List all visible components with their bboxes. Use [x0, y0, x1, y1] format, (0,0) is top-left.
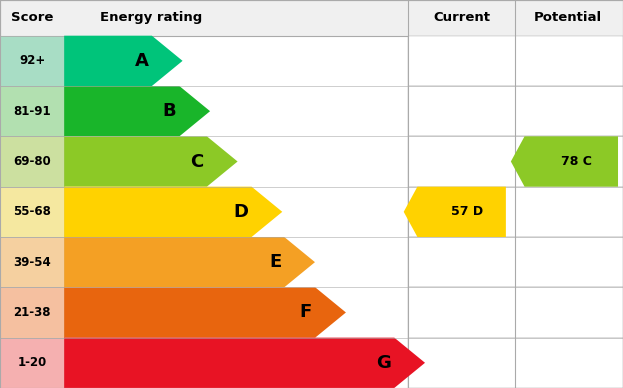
Bar [408, 187, 623, 237]
Polygon shape [64, 86, 210, 136]
Text: 92+: 92+ [19, 54, 45, 68]
Bar [0, 136, 64, 187]
Text: B: B [163, 102, 176, 120]
Bar [408, 338, 623, 388]
Polygon shape [64, 287, 346, 338]
Polygon shape [64, 136, 237, 187]
Bar [408, 136, 623, 187]
Text: 1-20: 1-20 [17, 356, 47, 369]
Text: Score: Score [11, 11, 54, 24]
Polygon shape [404, 187, 506, 237]
Text: Current: Current [433, 11, 490, 24]
Text: 69-80: 69-80 [13, 155, 51, 168]
Text: 78 C: 78 C [561, 155, 592, 168]
Bar [408, 287, 623, 338]
Bar [0, 237, 64, 287]
Text: C: C [191, 152, 204, 170]
Text: Potential: Potential [534, 11, 602, 24]
Bar [408, 36, 623, 86]
Bar [0, 86, 64, 136]
Polygon shape [64, 338, 425, 388]
Polygon shape [64, 187, 282, 237]
Polygon shape [511, 136, 618, 187]
Polygon shape [64, 36, 183, 86]
Text: 81-91: 81-91 [13, 105, 51, 118]
Bar [408, 86, 623, 136]
Bar [0, 287, 64, 338]
Text: G: G [376, 354, 391, 372]
Text: Energy rating: Energy rating [100, 11, 202, 24]
Text: 21-38: 21-38 [13, 306, 51, 319]
Text: A: A [135, 52, 149, 70]
Bar [408, 237, 623, 287]
Bar [0, 36, 64, 86]
Text: E: E [269, 253, 281, 271]
Text: D: D [234, 203, 249, 221]
Text: 55-68: 55-68 [13, 205, 51, 218]
Bar [0, 0, 623, 36]
Polygon shape [64, 237, 315, 287]
Bar [0, 338, 64, 388]
Text: F: F [300, 303, 312, 322]
Bar [0, 187, 64, 237]
Text: 39-54: 39-54 [13, 256, 51, 268]
Text: 57 D: 57 D [450, 205, 483, 218]
